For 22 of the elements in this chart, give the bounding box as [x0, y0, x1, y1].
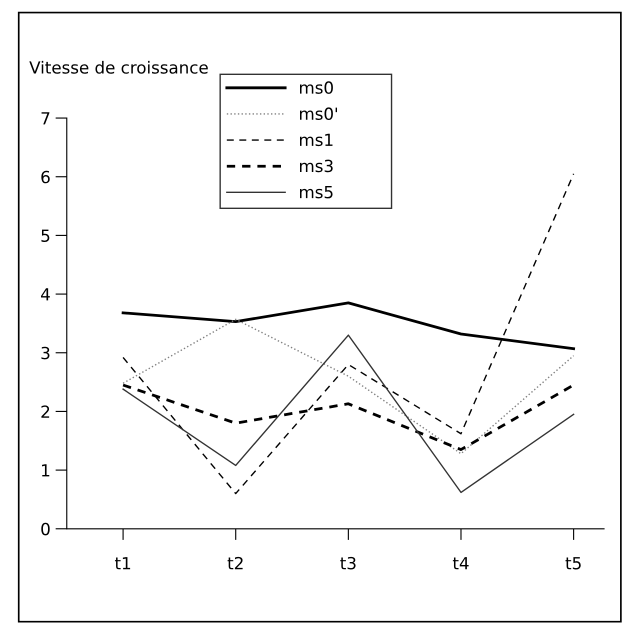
legend-label: ms0' — [300, 107, 338, 120]
x-tick-label: t2 — [228, 556, 243, 570]
x-tick-label: t4 — [452, 557, 469, 570]
x-tick-label: t1 — [114, 557, 130, 570]
y-tick-label: 5 — [41, 230, 50, 242]
y-tick-label: 3 — [41, 346, 50, 360]
line-series — [122, 334, 574, 494]
y-axis-title: Vitesse de croissance — [29, 60, 208, 74]
legend-label: ms1 — [300, 134, 332, 146]
x-tick-label: t5 — [566, 557, 581, 570]
y-tick-label: 4 — [41, 288, 50, 300]
line-series — [122, 173, 574, 494]
legend-label: ms5 — [300, 186, 333, 198]
legend-label: ms0 — [300, 81, 333, 94]
x-tick-label: t3 — [340, 556, 356, 570]
y-tick-label: 6 — [41, 170, 50, 184]
y-tick-label: 2 — [41, 405, 50, 418]
legend-label: ms3 — [300, 160, 333, 172]
y-tick-label: 1 — [42, 464, 50, 476]
line-series — [122, 318, 574, 454]
y-tick-label: 7 — [42, 112, 50, 124]
y-tick-label: 0 — [41, 522, 50, 536]
